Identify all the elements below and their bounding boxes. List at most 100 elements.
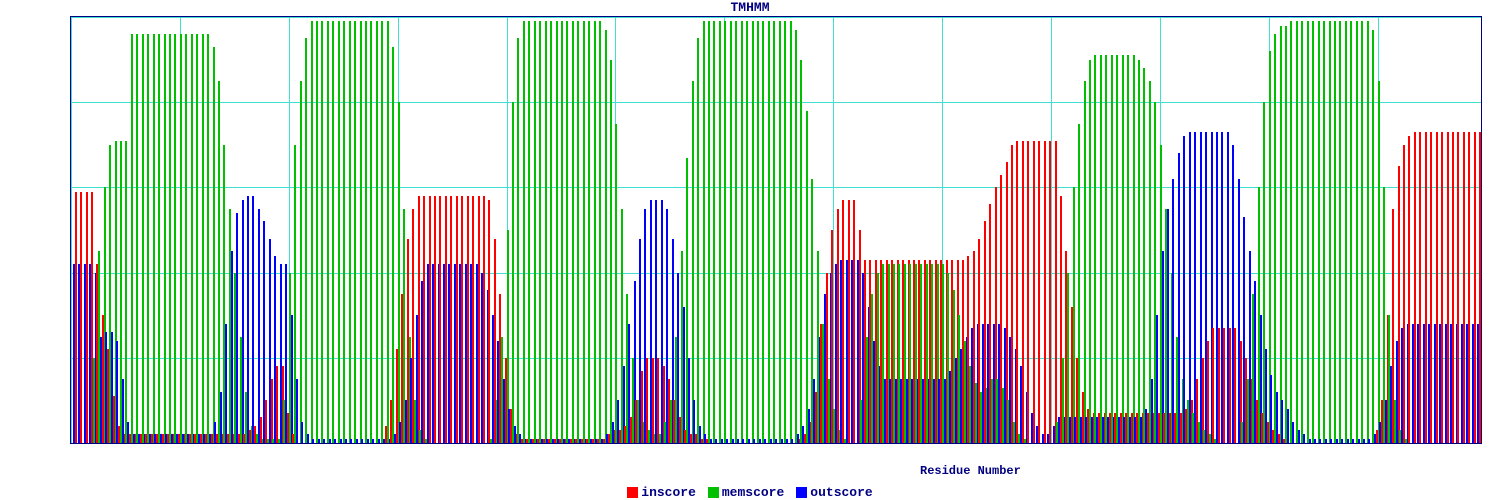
memscore-bar	[1078, 124, 1080, 444]
memscore-bar	[615, 124, 617, 444]
memscore-bar	[1111, 55, 1113, 443]
legend-item-outscore: outscore	[796, 485, 872, 500]
plot-area: 00.20.40.60.8112141618110112114116118120…	[70, 16, 1482, 444]
inscore-bar	[488, 200, 490, 443]
outscore-bar	[732, 439, 734, 443]
outscore-bar	[1287, 409, 1289, 443]
memscore-bar	[566, 21, 568, 443]
outscore-bar	[296, 379, 298, 443]
memscore-bar	[1122, 55, 1124, 443]
memscore-bar	[724, 21, 726, 443]
outscore-bar	[122, 379, 124, 443]
inscore-bar	[657, 358, 659, 443]
inscore-bar	[1447, 132, 1449, 443]
inscore-bar	[1055, 141, 1057, 443]
memscore-bar	[202, 34, 204, 443]
inscore-bar	[445, 196, 447, 443]
memscore-bar	[539, 21, 541, 443]
outscore-bar	[225, 324, 227, 443]
memscore-bar	[164, 34, 166, 443]
memscore-bar	[1378, 81, 1380, 443]
memscore-bar	[381, 21, 383, 443]
memscore-bar	[1105, 55, 1107, 443]
legend-swatch	[627, 487, 638, 498]
memscore-bar	[768, 21, 770, 443]
memscore-bar	[1339, 21, 1341, 443]
outscore-bar	[361, 439, 363, 443]
outscore-bar	[1341, 439, 1343, 443]
legend-swatch	[796, 487, 807, 498]
outscore-bar	[759, 439, 761, 443]
inscore-bar	[1038, 141, 1040, 443]
inscore-bar	[75, 192, 77, 443]
inscore-bar	[461, 196, 463, 443]
memscore-bar	[512, 102, 514, 443]
memscore-bar	[158, 34, 160, 443]
memscore-bar	[316, 21, 318, 443]
outscore-bar	[786, 439, 788, 443]
memscore-bar	[125, 141, 127, 443]
memscore-bar	[741, 21, 743, 443]
memscore-bar	[300, 81, 302, 443]
memscore-bar	[305, 38, 307, 443]
outscore-bar	[1298, 430, 1300, 443]
outscore-bar	[1368, 439, 1370, 443]
inscore-bar	[450, 196, 452, 443]
memscore-bar	[594, 21, 596, 443]
outscore-bar	[1358, 439, 1360, 443]
legend-label: outscore	[810, 485, 872, 500]
inscore-bar	[418, 196, 420, 443]
outscore-bar	[1363, 439, 1365, 443]
outscore-bar	[372, 439, 374, 443]
memscore-bar	[561, 21, 563, 443]
outscore-bar	[318, 439, 320, 443]
memscore-bar	[703, 21, 705, 443]
inscore-bar	[483, 196, 485, 443]
outscore-bar	[1292, 422, 1294, 443]
legend-swatch	[708, 487, 719, 498]
memscore-bar	[1084, 81, 1086, 443]
memscore-bar	[1323, 21, 1325, 443]
outscore-bar	[258, 209, 260, 443]
inscore-bar	[1022, 141, 1024, 443]
memscore-bar	[1127, 55, 1129, 443]
outscore-bar	[1325, 439, 1327, 443]
memscore-bar	[349, 21, 351, 443]
outscore-bar	[334, 439, 336, 443]
memscore-bar	[1280, 26, 1282, 443]
memscore-bar	[605, 30, 607, 443]
memscore-bar	[713, 21, 715, 443]
outscore-bar	[1189, 132, 1191, 443]
memscore-bar	[365, 21, 367, 443]
memscore-bar	[746, 21, 748, 443]
outscore-bar	[1352, 439, 1354, 443]
memscore-bar	[142, 34, 144, 443]
inscore-bar	[848, 200, 850, 443]
memscore-bar	[1356, 21, 1358, 443]
inscore-bar	[80, 192, 82, 443]
memscore-bar	[1296, 21, 1298, 443]
memscore-bar	[398, 102, 400, 443]
inscore-bar	[423, 196, 425, 443]
memscore-bar	[1334, 21, 1336, 443]
memscore-bar	[779, 21, 781, 443]
outscore-bar	[781, 439, 783, 443]
inscore-bar	[467, 196, 469, 443]
memscore-bar	[534, 21, 536, 443]
inscore-bar	[652, 358, 654, 443]
memscore-bar	[218, 81, 220, 443]
memscore-bar	[131, 34, 133, 443]
inscore-bar	[1479, 132, 1481, 443]
memscore-bar	[311, 21, 313, 443]
outscore-bar	[301, 422, 303, 443]
memscore-bar	[185, 34, 187, 443]
outscore-bar	[231, 251, 233, 443]
outscore-bar	[1330, 439, 1332, 443]
inscore-bar	[1436, 132, 1438, 443]
outscore-bar	[775, 439, 777, 443]
memscore-bar	[136, 34, 138, 443]
memscore-bar	[806, 111, 808, 443]
outscore-bar	[1167, 209, 1169, 443]
outscore-bar	[1314, 439, 1316, 443]
inscore-bar	[1430, 132, 1432, 443]
